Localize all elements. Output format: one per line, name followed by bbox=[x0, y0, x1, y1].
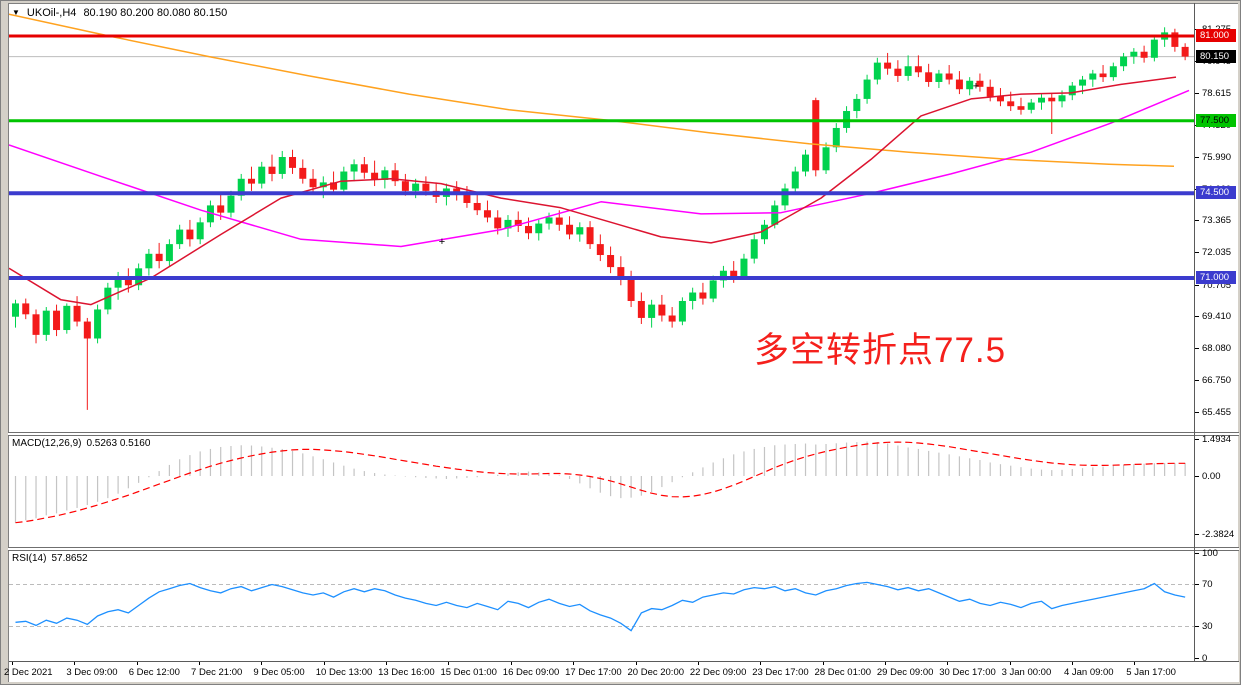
price-axis-tick: 73.365 bbox=[1194, 214, 1231, 227]
time-axis-tick bbox=[1009, 662, 1011, 665]
time-axis-tick bbox=[510, 662, 512, 665]
macd-axis-tick: -2.3824 bbox=[1194, 528, 1234, 541]
macd-values: 0.5263 0.5160 bbox=[86, 438, 151, 449]
time-axis-label: 16 Dec 09:00 bbox=[502, 667, 560, 678]
time-axis-label: 6 Dec 12:00 bbox=[128, 667, 180, 678]
time-axis-label: 5 Jan 17:00 bbox=[1126, 667, 1176, 678]
macd-label: MACD(12,26,9) 0.5263 0.5160 bbox=[12, 438, 155, 449]
rsi-name: RSI(14) bbox=[12, 553, 47, 564]
annotation-text: 多空转折点77.5 bbox=[754, 331, 1007, 370]
price-axis-tick: 66.750 bbox=[1194, 374, 1231, 387]
rsi-axis-tick: 30 bbox=[1194, 620, 1213, 633]
price-level-badge: 74.500 bbox=[1196, 186, 1236, 200]
ohlc-values: 80.190 80.200 80.080 80.150 bbox=[83, 7, 228, 19]
price-axis-tick: 65.455 bbox=[1194, 406, 1231, 419]
time-axis-label: 2 Dec 2021 bbox=[4, 667, 53, 678]
price-axis-divider bbox=[1194, 3, 1195, 662]
macd-chart-canvas[interactable] bbox=[9, 435, 1194, 547]
window-frame-right bbox=[1239, 1, 1240, 684]
time-axis-tick bbox=[74, 662, 76, 665]
time-axis-tick bbox=[822, 662, 824, 665]
svg-text:+: + bbox=[439, 236, 445, 248]
svg-text:+: + bbox=[973, 81, 979, 93]
time-axis-tick bbox=[635, 662, 637, 665]
rsi-axis-tick: 70 bbox=[1194, 578, 1213, 591]
time-axis-label: 4 Jan 09:00 bbox=[1063, 667, 1114, 678]
time-axis-label: 22 Dec 09:00 bbox=[689, 667, 747, 678]
time-axis-tick bbox=[1134, 662, 1136, 665]
time-axis-tick bbox=[760, 662, 762, 665]
panel-splitter-rsi[interactable] bbox=[8, 547, 1239, 551]
time-axis-label: 29 Dec 09:00 bbox=[876, 667, 934, 678]
chart-content bbox=[8, 3, 1238, 682]
symbol-timeframe: UKOil-,H4 bbox=[26, 7, 77, 19]
rsi-label: RSI(14) 57.8652 bbox=[12, 553, 93, 564]
time-axis-tick bbox=[947, 662, 949, 665]
time-axis-tick bbox=[1071, 662, 1073, 665]
time-axis-tick bbox=[261, 662, 263, 665]
dropdown-arrow-icon[interactable]: ▼ bbox=[12, 8, 20, 17]
time-axis-tick bbox=[697, 662, 699, 665]
time-axis-label: 3 Jan 00:00 bbox=[1001, 667, 1052, 678]
time-axis-tick bbox=[573, 662, 575, 665]
price-level-badge: 77.500 bbox=[1196, 113, 1236, 127]
time-axis-tick bbox=[323, 662, 325, 665]
macd-name: MACD(12,26,9) bbox=[12, 438, 82, 449]
time-axis-label: 17 Dec 17:00 bbox=[565, 667, 622, 678]
time-axis-tick bbox=[136, 662, 138, 665]
price-chart-canvas[interactable]: ++ bbox=[9, 4, 1194, 432]
price-axis-tick: 70.705 bbox=[1194, 279, 1231, 292]
chart-title: ▼ UKOil-,H4 80.190 80.200 80.080 80.150 bbox=[12, 7, 227, 19]
time-axis-label: 28 Dec 01:00 bbox=[814, 667, 872, 678]
time-axis-label: 20 Dec 20:00 bbox=[627, 667, 685, 678]
time-axis-label: 7 Dec 21:00 bbox=[191, 667, 243, 678]
time-axis-tick bbox=[386, 662, 388, 665]
time-axis-label: 30 Dec 17:00 bbox=[939, 667, 996, 678]
time-axis-tick bbox=[199, 662, 201, 665]
price-axis-tick: 69.410 bbox=[1194, 310, 1231, 323]
time-axis-label: 15 Dec 01:00 bbox=[440, 667, 497, 678]
price-level-badge: 71.000 bbox=[1196, 271, 1236, 284]
price-level-badge: 81.000 bbox=[1196, 29, 1236, 42]
window-frame-bottom bbox=[1, 682, 1240, 684]
time-axis-label: 3 Dec 09:00 bbox=[66, 667, 118, 678]
rsi-axis-tick: 100 bbox=[1194, 547, 1218, 560]
rsi-values: 57.8652 bbox=[51, 553, 88, 564]
rsi-axis-tick: 0 bbox=[1194, 652, 1207, 665]
time-axis-label: 13 Dec 16:00 bbox=[378, 667, 435, 678]
macd-axis-tick: 1.4934 bbox=[1194, 433, 1231, 446]
rsi-chart-canvas[interactable] bbox=[9, 550, 1194, 661]
time-axis-tick bbox=[12, 662, 13, 665]
time-axis-label: 10 Dec 13:00 bbox=[315, 667, 373, 678]
time-axis-label: 9 Dec 05:00 bbox=[253, 667, 305, 678]
time-axis-tick bbox=[884, 662, 886, 665]
price-axis-tick: 68.080 bbox=[1194, 342, 1231, 355]
price-axis-tick: 75.990 bbox=[1194, 151, 1231, 164]
price-axis-tick: 72.035 bbox=[1194, 246, 1231, 259]
time-axis-tick bbox=[448, 662, 450, 665]
price-axis-tick: 78.615 bbox=[1194, 87, 1231, 100]
time-axis[interactable]: 2 Dec 2021 3 Dec 09:00 6 Dec 12:00 7 Dec 21… bbox=[4, 661, 1239, 682]
current-price-badge: 80.150 bbox=[1196, 49, 1236, 63]
macd-axis-tick: 0.00 bbox=[1194, 470, 1221, 483]
time-axis-label: 23 Dec 17:00 bbox=[752, 667, 809, 678]
price-axis[interactable]: 81.27579.94578.61577.32075.99074.66073.3… bbox=[1194, 1, 1240, 665]
panel-splitter-macd[interactable] bbox=[8, 432, 1239, 436]
